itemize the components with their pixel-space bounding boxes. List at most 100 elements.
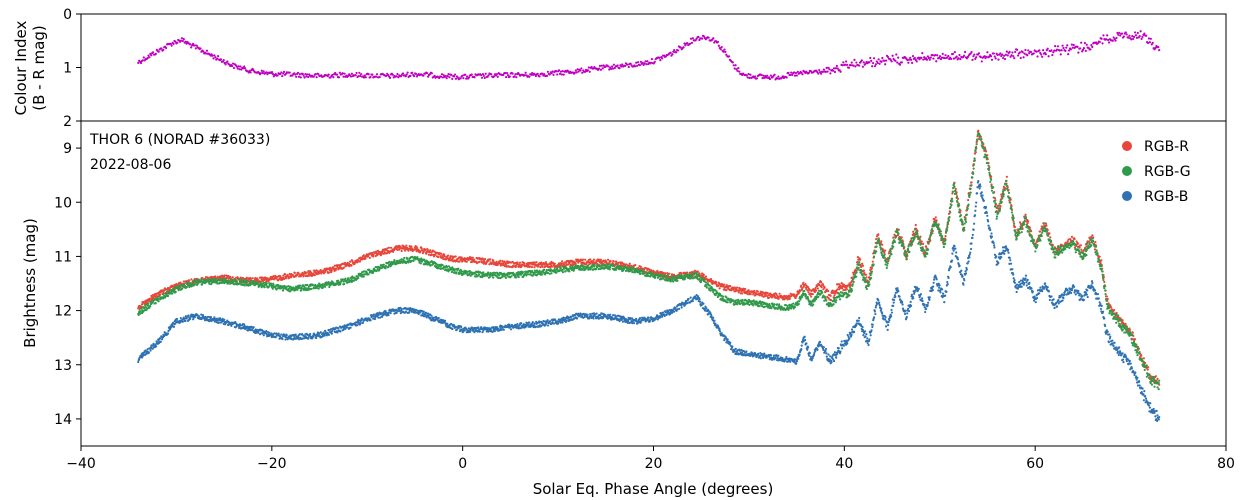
data-point xyxy=(1079,47,1082,50)
data-point xyxy=(1098,40,1101,44)
data-point xyxy=(741,298,744,302)
data-point xyxy=(1080,41,1083,44)
data-point xyxy=(723,48,726,51)
data-point xyxy=(1024,48,1027,52)
data-point xyxy=(524,71,527,74)
data-point xyxy=(1027,49,1030,52)
data-point xyxy=(314,72,317,76)
data-point xyxy=(560,73,563,76)
data-point xyxy=(833,294,836,297)
data-point xyxy=(270,70,274,74)
data-point xyxy=(1004,53,1008,56)
data-point xyxy=(152,51,155,54)
data-point xyxy=(300,288,303,292)
data-point xyxy=(1005,175,1008,178)
data-point xyxy=(1090,44,1093,47)
data-point xyxy=(938,55,942,58)
data-point xyxy=(847,66,851,69)
data-point xyxy=(515,264,518,267)
data-point xyxy=(809,295,813,298)
data-point xyxy=(302,74,305,77)
data-point xyxy=(1072,43,1075,47)
data-point xyxy=(142,56,145,59)
data-point xyxy=(440,252,443,255)
data-point xyxy=(422,250,425,253)
data-point xyxy=(600,64,603,67)
data-point xyxy=(862,269,865,272)
data-point xyxy=(473,76,476,79)
data-point xyxy=(1013,225,1017,229)
data-point xyxy=(140,303,144,306)
data-point xyxy=(645,63,648,66)
data-point xyxy=(892,236,895,239)
data-point xyxy=(980,60,983,63)
data-point xyxy=(1041,55,1044,58)
data-point xyxy=(613,66,616,70)
data-point xyxy=(249,71,252,74)
data-point xyxy=(174,290,177,294)
data-point xyxy=(1107,41,1111,44)
data-point xyxy=(363,74,367,77)
data-point xyxy=(193,283,196,286)
data-point xyxy=(610,65,614,68)
data-point xyxy=(874,63,877,66)
data-point xyxy=(1077,51,1080,54)
data-point xyxy=(716,40,720,44)
data-point xyxy=(312,75,315,78)
data-point xyxy=(671,53,674,56)
data-point xyxy=(1128,328,1131,331)
data-point xyxy=(929,56,932,59)
data-point xyxy=(581,71,584,74)
data-point xyxy=(833,70,837,74)
data-point xyxy=(910,58,913,61)
data-point xyxy=(612,259,615,263)
data-point xyxy=(391,73,394,76)
data-point xyxy=(342,266,345,269)
data-point xyxy=(453,75,456,78)
data-point xyxy=(313,274,316,277)
data-point xyxy=(561,260,564,263)
data-point xyxy=(229,277,232,281)
data-point xyxy=(811,293,814,296)
data-point xyxy=(971,58,974,61)
data-point xyxy=(676,279,679,282)
data-point xyxy=(1019,56,1022,60)
data-point xyxy=(283,70,286,73)
data-point xyxy=(1015,48,1019,51)
data-point xyxy=(280,71,283,74)
data-point xyxy=(824,70,827,73)
data-point xyxy=(601,67,604,70)
data-point xyxy=(997,58,1000,61)
data-point xyxy=(807,291,810,294)
data-point xyxy=(791,73,794,76)
data-point xyxy=(1053,49,1056,52)
data-point xyxy=(455,271,458,274)
data-point xyxy=(959,57,962,61)
data-point xyxy=(702,35,706,38)
data-point xyxy=(1059,53,1062,56)
data-point xyxy=(1102,34,1105,37)
data-point xyxy=(915,60,918,63)
data-point xyxy=(478,273,481,276)
data-point xyxy=(1003,57,1007,61)
data-point xyxy=(697,35,700,38)
data-point xyxy=(735,286,739,289)
data-point xyxy=(1038,49,1041,52)
data-point xyxy=(556,73,559,76)
data-point xyxy=(282,72,285,75)
data-point xyxy=(1010,54,1013,57)
data-point xyxy=(852,64,855,67)
data-point xyxy=(641,268,644,271)
data-point xyxy=(230,64,234,68)
data-point xyxy=(1085,43,1088,46)
data-point xyxy=(259,72,262,75)
data-point xyxy=(359,74,362,77)
data-point xyxy=(767,76,771,79)
data-point xyxy=(1101,42,1104,45)
data-point xyxy=(239,65,242,68)
data-point xyxy=(393,258,396,262)
data-point xyxy=(748,76,751,80)
data-point xyxy=(1079,244,1082,247)
data-point xyxy=(243,284,246,287)
data-point xyxy=(464,73,467,76)
